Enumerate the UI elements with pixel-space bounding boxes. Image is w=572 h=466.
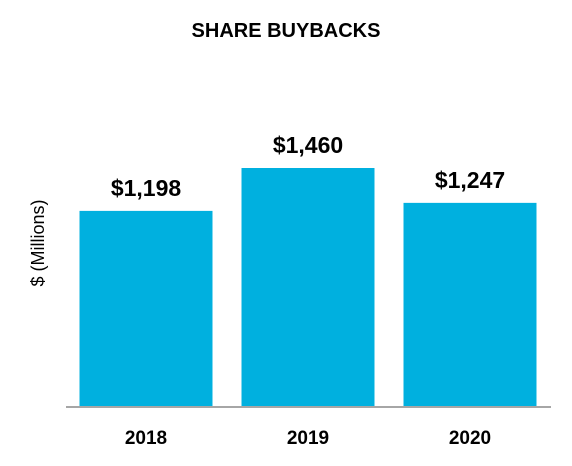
data-label-2018: $1,198 (111, 175, 182, 201)
data-label-2019: $1,460 (273, 132, 343, 158)
y-axis-label: $ (Millions) (28, 199, 48, 286)
x-tick-labels-group: 2018 2019 2020 (125, 428, 491, 449)
bars-group (79, 168, 537, 407)
bar-2019 (241, 168, 375, 407)
bar-2018 (79, 210, 213, 407)
chart-title: SHARE BUYBACKS (192, 20, 381, 42)
data-label-2020: $1,247 (435, 167, 505, 193)
data-labels-group: $1,198 $1,460 $1,247 (111, 132, 505, 201)
x-tick-label-2018: 2018 (125, 428, 167, 449)
x-tick-label-2019: 2019 (287, 428, 329, 449)
bar-2020 (403, 202, 537, 407)
x-tick-label-2020: 2020 (449, 428, 491, 449)
